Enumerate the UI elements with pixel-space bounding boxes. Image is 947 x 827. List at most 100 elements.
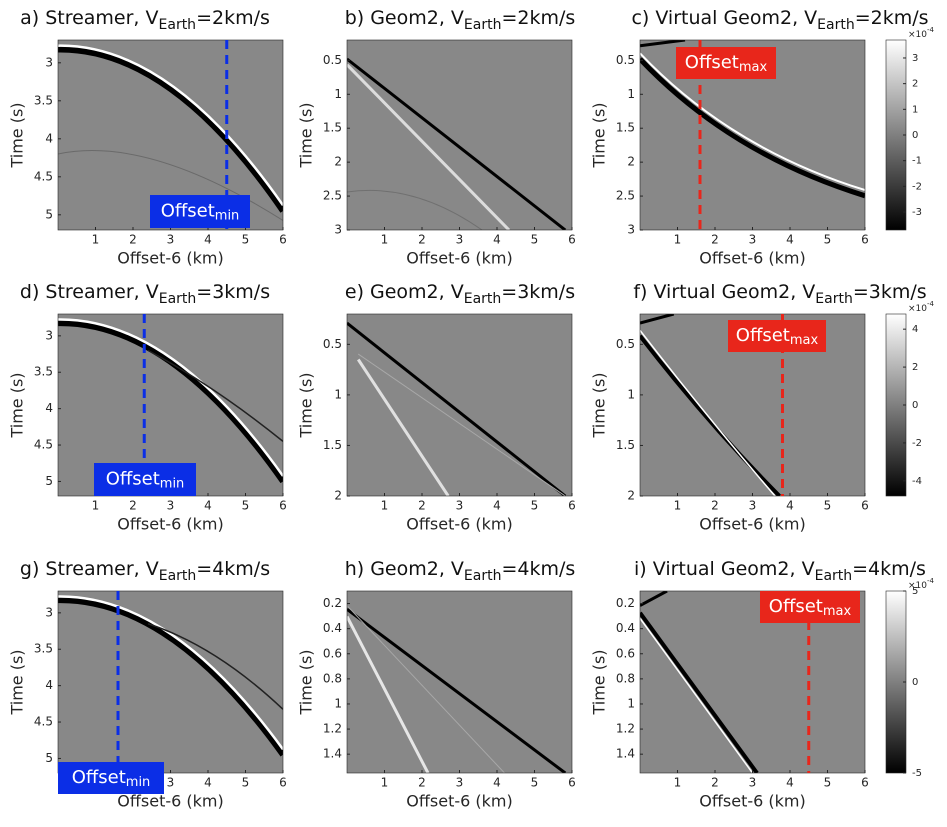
y-tick-label: 3 bbox=[334, 223, 342, 237]
x-tick-label: 2 bbox=[711, 233, 719, 247]
x-tick-label: 6 bbox=[861, 233, 869, 247]
y-tick-label: 4 bbox=[45, 131, 53, 145]
x-tick-label: 3 bbox=[749, 233, 757, 247]
title-text: =3km/s bbox=[853, 281, 927, 303]
annotation-label: Offsetmin bbox=[106, 469, 185, 492]
colorbar-tick-label: 2 bbox=[912, 362, 918, 373]
annotation-box bbox=[728, 320, 826, 352]
panel-title: d) Streamer, VEarth=3km/s bbox=[20, 281, 270, 308]
annotation-subscript: min bbox=[126, 775, 151, 790]
x-tick-label: 6 bbox=[861, 776, 869, 790]
y-tick-label: 5 bbox=[45, 207, 53, 221]
panel-title: g) Streamer, VEarth=4km/s bbox=[20, 558, 270, 585]
title-subscript: Earth bbox=[815, 291, 853, 307]
seismic-image bbox=[347, 314, 572, 496]
x-tick-label: 5 bbox=[242, 499, 250, 513]
seismic-image bbox=[347, 40, 572, 230]
title-subscript: Earth bbox=[159, 568, 197, 584]
y-axis-label: Time (s) bbox=[590, 372, 609, 438]
y-tick-label: 0.2 bbox=[323, 596, 342, 610]
x-tick-label: 5 bbox=[242, 233, 250, 247]
panel: e) Geom2, VEarth=3km/s 1 2 3 4 5 6 0.5 1 1.5 2 Offs… bbox=[297, 281, 576, 534]
panel: g) Streamer, VEarth=4km/s12345633.544.55… bbox=[8, 558, 287, 811]
panel: a) Streamer, VEarth=2km/s 1 2 3 4 5 6 3 3.5 4 4.5 5… bbox=[8, 7, 287, 268]
x-tick-label: 1 bbox=[674, 776, 682, 790]
title-text: i) Virtual Geom2, V bbox=[634, 558, 815, 580]
x-tick-label: 2 bbox=[418, 776, 426, 790]
seismic-event bbox=[640, 40, 685, 46]
seismic-event bbox=[58, 596, 283, 749]
seismic-event bbox=[347, 609, 565, 773]
panel: i) Virtual Geom2, VEarth=4km/s 1 2 3 4 5 6 0.2 0… bbox=[590, 558, 935, 811]
x-tick-label: 4 bbox=[493, 233, 501, 247]
panel-title: f) Virtual Geom2, VEarth=3km/s bbox=[633, 281, 926, 308]
y-tick-label: 4 bbox=[45, 678, 53, 692]
seismic-event bbox=[347, 190, 482, 230]
colorbar-tick-label: 0 bbox=[912, 677, 918, 688]
x-tick-label: 5 bbox=[824, 233, 832, 247]
seismic-event bbox=[358, 360, 448, 497]
y-tick-label: 4 bbox=[45, 401, 53, 415]
annotation-text: Offset bbox=[106, 469, 160, 490]
seismic-event bbox=[640, 314, 674, 323]
exponent-base: ×10 bbox=[908, 304, 927, 314]
colorbar-exponent: ×10-4 bbox=[908, 577, 935, 591]
y-tick-label: 3.5 bbox=[34, 365, 53, 379]
x-tick-label: 5 bbox=[242, 776, 250, 790]
seismic-image bbox=[347, 591, 572, 773]
x-tick-label: 6 bbox=[279, 233, 287, 247]
x-tick-label: 3 bbox=[167, 776, 175, 790]
y-tick-label: 3 bbox=[627, 223, 635, 237]
seismic-event bbox=[58, 600, 283, 755]
y-tick-label: 2.5 bbox=[323, 189, 342, 203]
x-tick-label: 2 bbox=[418, 499, 426, 513]
y-tick-label: 3 bbox=[45, 605, 53, 619]
y-tick-label: 0.4 bbox=[323, 621, 342, 635]
y-tick-label: 2 bbox=[334, 155, 342, 169]
y-tick-label: 0.5 bbox=[323, 53, 342, 67]
y-tick-label: 4.5 bbox=[34, 169, 53, 183]
y-tick-label: 5 bbox=[45, 474, 53, 488]
y-tick-label: 3.5 bbox=[34, 93, 53, 107]
seismic-event bbox=[640, 59, 865, 196]
exponent-power: -4 bbox=[927, 26, 935, 34]
y-axis-label: Time (s) bbox=[590, 102, 609, 168]
panel: d) Streamer, VEarth=3km/s 1 2 3 4 5 6 3 3.5 4 4.5 5… bbox=[8, 281, 287, 534]
seismic-event bbox=[640, 591, 667, 606]
panel: c) Virtual Geom2, VEarth=2km/s 1 2 3 4 5 6 0.5 1… bbox=[590, 7, 935, 268]
y-tick-label: 1 bbox=[627, 387, 635, 401]
y-tick-label: 1.5 bbox=[323, 121, 342, 135]
x-tick-label: 1 bbox=[381, 233, 389, 247]
y-tick-label: 1.5 bbox=[616, 121, 635, 135]
title-text: e) Geom2, V bbox=[345, 281, 464, 303]
x-tick-label: 6 bbox=[279, 499, 287, 513]
title-text: =2km/s bbox=[501, 7, 575, 29]
y-tick-label: 3.5 bbox=[34, 642, 53, 656]
y-tick-label: 1.5 bbox=[616, 438, 635, 452]
x-axis-label: Offset-6 (km) bbox=[406, 792, 512, 811]
title-subscript: Earth bbox=[815, 568, 853, 584]
colorbar-tick-label: 2 bbox=[912, 79, 918, 90]
colorbar-exponent: ×10-4 bbox=[908, 300, 935, 314]
x-tick-label: 3 bbox=[167, 499, 175, 513]
seismic-event bbox=[640, 53, 865, 190]
annotation-subscript: min bbox=[215, 208, 240, 223]
y-tick-label: 1.2 bbox=[616, 722, 635, 736]
y-tick-label: 1 bbox=[627, 87, 635, 101]
y-tick-label: 0.2 bbox=[616, 596, 635, 610]
y-tick-label: 1 bbox=[334, 87, 342, 101]
x-tick-label: 5 bbox=[531, 499, 539, 513]
y-tick-label: 1 bbox=[334, 696, 342, 710]
annotation-label: Offsetmax bbox=[685, 52, 768, 75]
colorbar-tick-label: -5 bbox=[912, 768, 922, 779]
colorbar-tick-label: 0 bbox=[912, 130, 918, 141]
title-text: b) Geom2, V bbox=[345, 7, 464, 29]
y-tick-label: 5 bbox=[45, 751, 53, 765]
x-tick-label: 6 bbox=[279, 776, 287, 790]
y-tick-label: 0.6 bbox=[616, 646, 635, 660]
y-tick-label: 0.5 bbox=[616, 53, 635, 67]
title-text: f) Virtual Geom2, V bbox=[633, 281, 815, 303]
x-tick-label: 1 bbox=[381, 499, 389, 513]
annotation-box bbox=[676, 47, 776, 79]
y-tick-label: 0.8 bbox=[616, 671, 635, 685]
